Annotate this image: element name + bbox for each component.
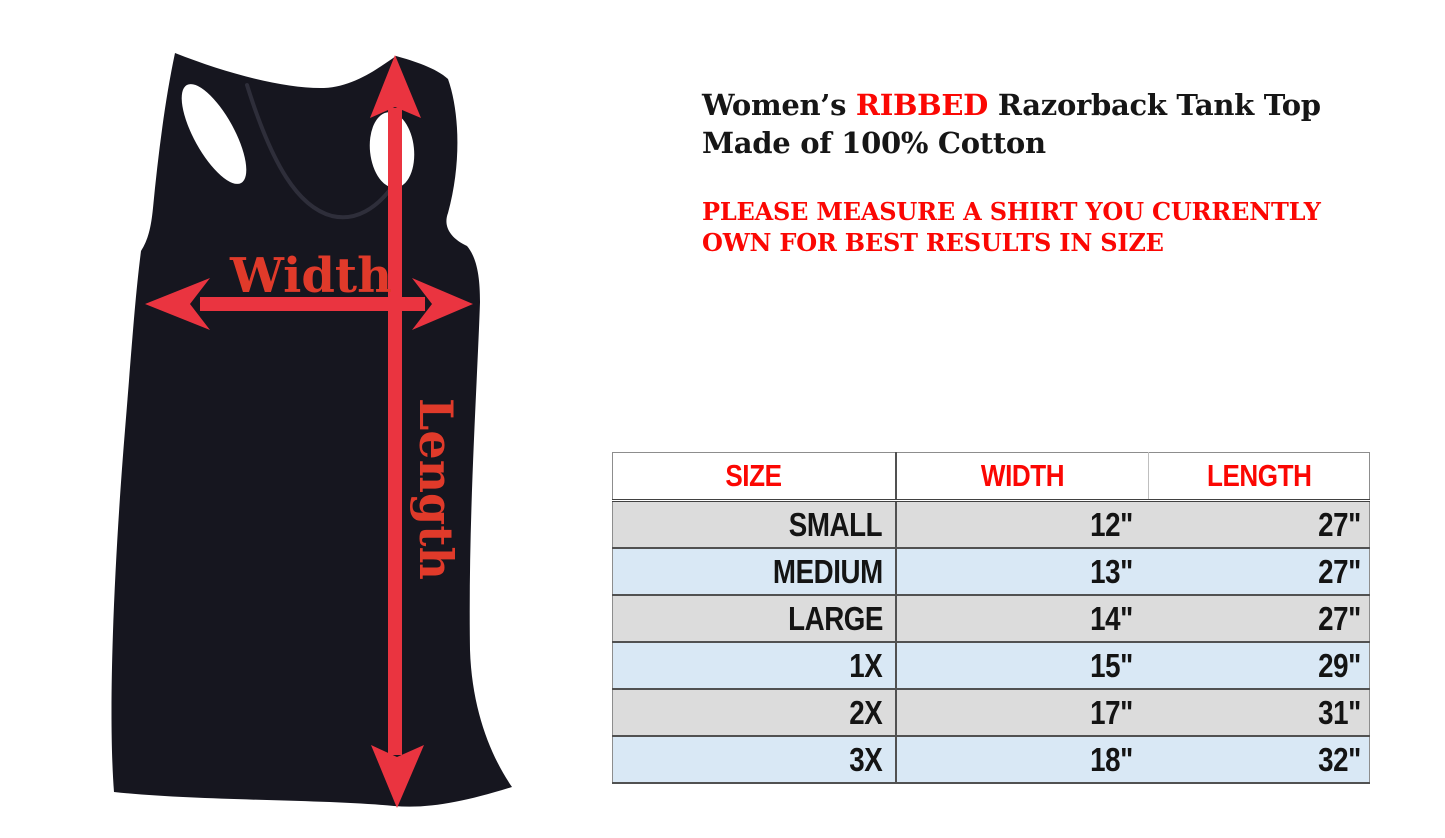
notice-line-2: OWN FOR BEST RESULTS IN SIZE (702, 228, 1164, 257)
neckline-seam (245, 83, 391, 220)
size-chart-row-large: LARGE 14" 27" (612, 594, 1370, 642)
product-info: Women’s RIBBED Razorback Tank Top Made o… (702, 86, 1402, 258)
tank-top-measurement-diagram: Width Length (111, 53, 512, 808)
cell-3x-length: 32" (1148, 735, 1370, 783)
cell-2x-length: 31" (1148, 688, 1370, 736)
product-title: Women’s RIBBED Razorback Tank Top (702, 86, 1402, 124)
cell-1x-length: 29" (1148, 641, 1370, 689)
product-subtitle: Made of 100% Cotton (702, 126, 1046, 160)
cell-medium-size: MEDIUM (612, 547, 896, 595)
width-arrow-head-left (145, 278, 210, 330)
measure-notice: PLEASE MEASURE A SHIRT YOU CURRENTLY OWN… (702, 196, 1402, 258)
size-chart-table: SIZE WIDTH LENGTH SMALL 12" 27" MEDIUM 1… (612, 452, 1370, 784)
notice-line-1: PLEASE MEASURE A SHIRT YOU CURRENTLY (702, 197, 1321, 226)
cell-2x-width: 17" (894, 688, 1149, 736)
size-chart-row-1x: 1X 15" 29" (612, 641, 1370, 689)
cell-3x-width: 18" (894, 735, 1149, 783)
cell-medium-width: 13" (894, 547, 1149, 595)
length-label: Length (409, 398, 463, 580)
size-chart-header-width: WIDTH (894, 452, 1149, 502)
size-chart-row-medium: MEDIUM 13" 27" (612, 547, 1370, 595)
title-suffix: Razorback Tank Top (988, 88, 1321, 122)
cell-large-width: 14" (894, 594, 1149, 642)
size-chart-row-3x: 3X 18" 32" (612, 735, 1370, 783)
left-armhole-cutout (181, 84, 247, 184)
cell-medium-length: 27" (1148, 547, 1370, 595)
title-highlight: RIBBED (855, 88, 989, 122)
size-chart-header-row: SIZE WIDTH LENGTH (612, 452, 1370, 502)
width-arrow-shaft (200, 297, 425, 311)
cell-small-size: SMALL (612, 500, 896, 548)
width-label: Width (229, 248, 392, 304)
cell-1x-width: 15" (894, 641, 1149, 689)
width-arrow-head-right (412, 278, 473, 330)
length-arrow (370, 55, 424, 808)
cell-3x-size: 3X (612, 735, 896, 783)
cell-large-size: LARGE (612, 594, 896, 642)
title-prefix: Women’s (702, 88, 856, 122)
cell-small-length: 27" (1148, 500, 1370, 548)
cell-large-length: 27" (1148, 594, 1370, 642)
size-chart-header-size: SIZE (612, 452, 896, 502)
cell-2x-size: 2X (612, 688, 896, 736)
width-arrow (145, 278, 473, 330)
cell-1x-size: 1X (612, 641, 896, 689)
length-arrow-head-top (370, 55, 421, 118)
length-arrow-head-bottom (371, 745, 424, 808)
size-chart-row-2x: 2X 17" 31" (612, 688, 1370, 736)
size-chart-header-length: LENGTH (1148, 452, 1370, 502)
tank-top-silhouette (111, 53, 512, 807)
size-chart-row-small: SMALL 12" 27" (612, 500, 1370, 548)
length-arrow-shaft (388, 108, 402, 755)
cell-small-width: 12" (894, 500, 1149, 548)
